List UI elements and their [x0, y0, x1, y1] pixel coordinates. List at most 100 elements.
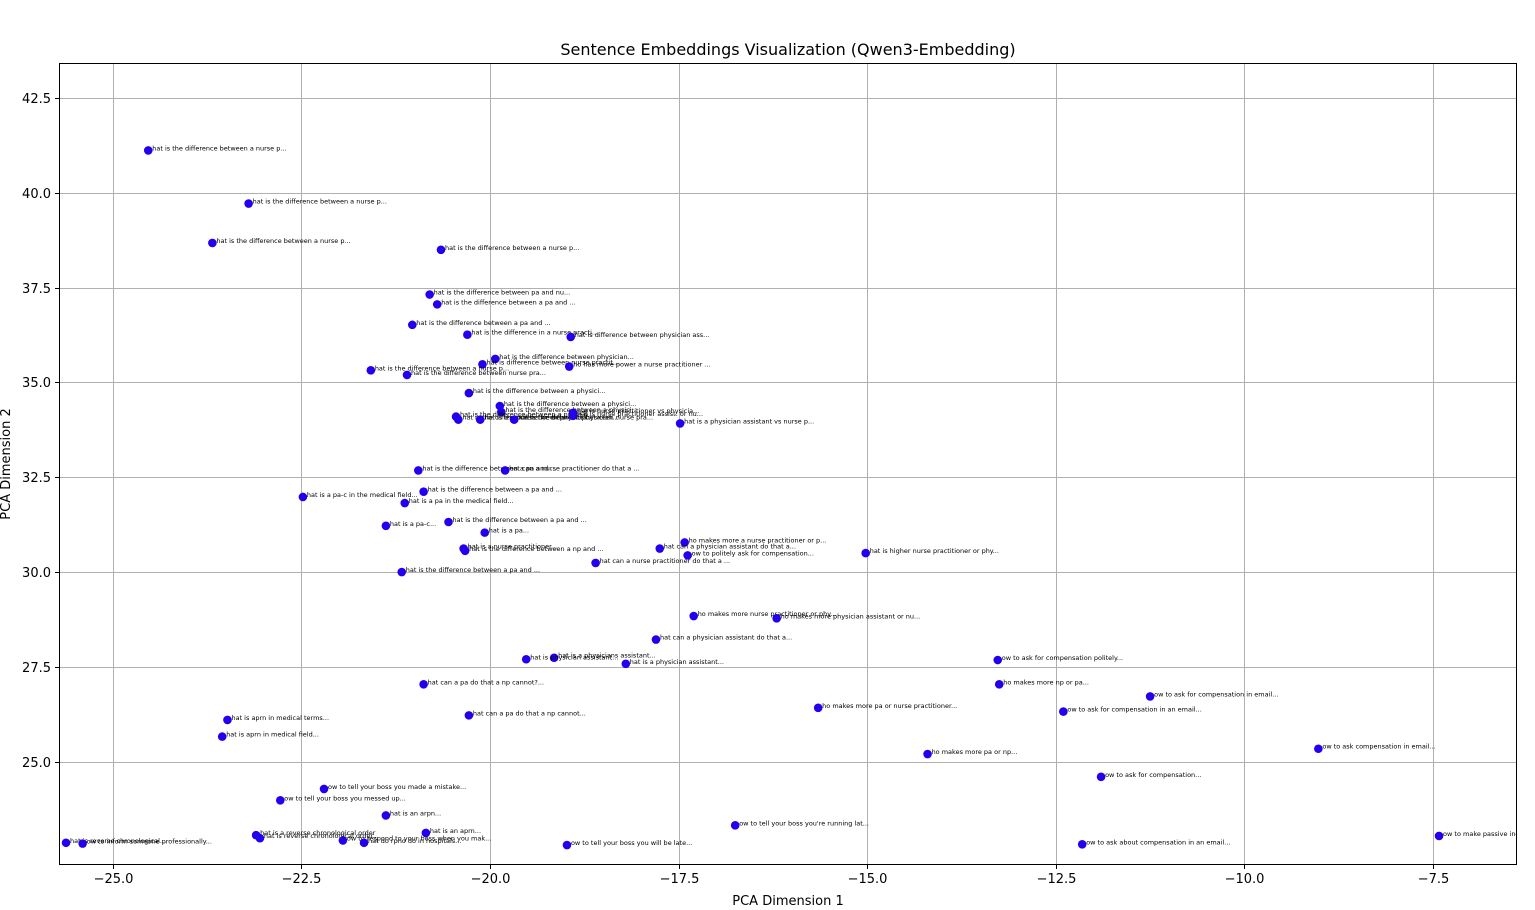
- data-point: [217, 732, 227, 741]
- data-point-label: ow to ask compensation in email...: [1322, 743, 1435, 751]
- data-point-label: hat is a physicians assistant...: [558, 652, 656, 660]
- data-point: [861, 548, 871, 558]
- data-point: [400, 498, 410, 508]
- data-point-label: hat is the difference between a np and .…: [469, 545, 603, 553]
- data-point: [425, 290, 434, 299]
- data-point-label: hat can a nurse practitioner do that a .…: [600, 557, 730, 565]
- data-point: [419, 487, 428, 496]
- data-point: [421, 828, 431, 838]
- data-point: [568, 411, 578, 421]
- data-point-label: hat is difference between nurse practit.…: [486, 358, 619, 366]
- data-point: [78, 839, 87, 848]
- data-point-label: hat is the difference between a physici.…: [504, 400, 637, 408]
- data-point: [689, 611, 698, 621]
- data-point-label: hat can a physician assistant do that a.…: [660, 634, 792, 642]
- data-point: [655, 544, 665, 553]
- data-point: [319, 784, 329, 794]
- data-point-label: hat is nurse practitioner vs physicia...: [577, 407, 699, 415]
- data-point-label: hat is physician assistant...: [530, 653, 618, 661]
- data-point-label: hat is the difference between a nurse p.…: [375, 364, 509, 372]
- data-point: [208, 238, 217, 248]
- data-point: [1145, 692, 1155, 701]
- data-point-label: hat is a pa...: [489, 527, 529, 535]
- data-point: [464, 711, 474, 720]
- data-point: [1314, 744, 1323, 754]
- data-point-label: hat is the difference between nurse pra.…: [411, 369, 546, 377]
- data-point-label: hat is a pa in the medical field...: [409, 497, 514, 505]
- data-point-label: hat can a physician assistant do that a.…: [664, 543, 796, 551]
- data-point-label: hat is the difference between a nurse p.…: [445, 244, 579, 252]
- data-point: [480, 528, 490, 537]
- data-point-label: hat is a physician assistant vs nurse p.…: [684, 417, 814, 425]
- data-point-label: ow to ask for compensation politely...: [1002, 654, 1123, 662]
- data-point: [381, 811, 391, 820]
- data-point: [298, 492, 308, 502]
- data-point: [490, 354, 500, 364]
- data-point-label: ho makes more pa or np...: [932, 748, 1018, 756]
- data-point-label: ow to ask about compensation in an email…: [1086, 838, 1230, 846]
- data-point: [432, 300, 442, 309]
- data-point: [244, 199, 253, 208]
- data-point-label: hat is an arpn...: [390, 809, 441, 817]
- data-point: [419, 679, 428, 689]
- x-tick-label: −15.0: [848, 872, 888, 887]
- data-point: [1077, 839, 1087, 849]
- data-point-label: hat is the difference between a pa and .…: [416, 319, 550, 327]
- data-point: [255, 833, 265, 843]
- data-point: [1096, 772, 1106, 782]
- data-point: [397, 567, 407, 577]
- data-point-label: hat can a pa do that a np cannot...: [473, 709, 586, 717]
- y-tick-label: 32.5: [22, 471, 51, 486]
- data-point: [1059, 707, 1068, 716]
- data-point: [143, 146, 153, 155]
- data-point-label: hat is an aprn...: [430, 827, 481, 835]
- x-tick-label: −10.0: [1225, 872, 1265, 887]
- data-point-label: ho makes more pa or nurse practitioner..…: [822, 702, 957, 710]
- data-point: [402, 370, 412, 380]
- data-point-label: hat is the difference between a pa and .…: [406, 566, 540, 574]
- data-point: [621, 659, 631, 669]
- data-point: [436, 245, 446, 255]
- data-point-label: ow to inform someone professionally...: [87, 838, 212, 846]
- data-point: [562, 840, 572, 850]
- data-point-label: hat is a pa-c in the medical field...: [307, 491, 418, 499]
- data-point-label: hat is the difference in a nurse practi.…: [471, 329, 598, 337]
- plot-frame: [59, 63, 1517, 865]
- data-point-label: ho makes more np or pa...: [1003, 678, 1089, 686]
- data-point-label: ow to tell your boss you're running lat.…: [739, 819, 869, 827]
- data-point: [772, 614, 781, 623]
- data-point: [683, 551, 692, 560]
- data-point-label: ow to ask for compensation in email...: [1154, 690, 1278, 698]
- data-point: [651, 635, 661, 644]
- x-tick-label: −12.5: [1037, 872, 1077, 887]
- y-tick-label: 27.5: [22, 661, 51, 676]
- data-point-label: hat is higher nurse practitioner or phy.…: [870, 547, 999, 555]
- data-point-label: hat is the difference between a nurse p.…: [460, 411, 594, 419]
- grid-lines: [60, 64, 1516, 864]
- data-point: [414, 466, 423, 475]
- data-point-label: hat is difference between physician ass.…: [575, 331, 710, 339]
- data-point-label: hat is aprn in medical field...: [226, 731, 319, 739]
- data-point: [521, 654, 531, 664]
- y-tick-label: 42.5: [22, 92, 51, 107]
- axis-ticks: −25.0 −22.5 −20.0 −17.5 −15.0 −12.5 −10.0 −7.5 2…: [22, 92, 1449, 887]
- data-point-label: ow to tell your boss you will be late...: [571, 839, 692, 847]
- data-point-label: hat is the difference between a physici.…: [473, 387, 606, 395]
- data-point-label: ho makes more nurse practitioner or phy.…: [698, 610, 837, 618]
- data-point-label: hat can a nurse practitioner do that a .…: [509, 464, 639, 472]
- data-point: [497, 407, 506, 417]
- data-point-label: hat is the difference between a pa and .…: [422, 464, 556, 472]
- data-point-label: hat is the difference between a nurse p.…: [152, 144, 286, 152]
- y-tick-label: 25.0: [22, 756, 51, 771]
- data-point: [549, 653, 559, 663]
- data-point-label: ow to make passive inco...: [1443, 830, 1529, 838]
- data-points: hat is the difference between a nurse p.…: [61, 144, 1529, 850]
- data-point: [680, 538, 689, 547]
- data-point-label: hat is the difference between physician.…: [499, 353, 634, 361]
- data-point: [223, 715, 232, 725]
- y-tick-label: 35.0: [22, 376, 51, 391]
- data-point: [463, 330, 472, 340]
- data-point-label: hat is the difference between nurse pra.…: [518, 414, 653, 422]
- data-point-label: hat is a physician assistant...: [630, 658, 724, 666]
- data-point: [275, 796, 285, 805]
